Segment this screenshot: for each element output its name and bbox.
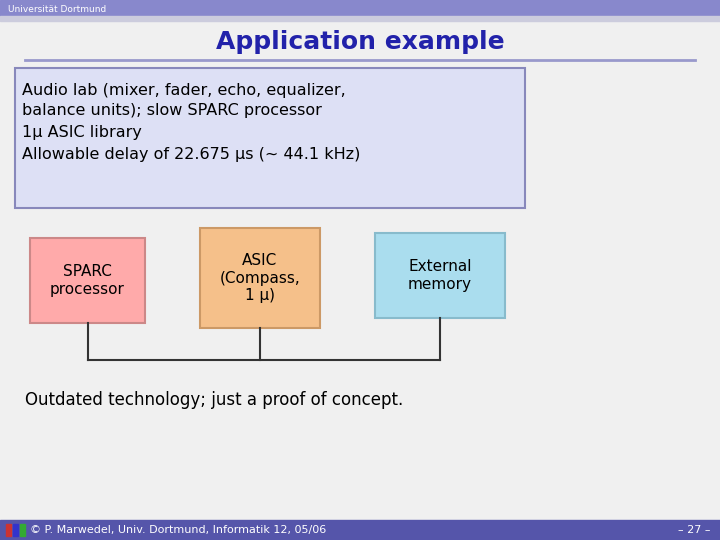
Text: © P. Marwedel, Univ. Dortmund, Informatik 12, 05/06: © P. Marwedel, Univ. Dortmund, Informati… (30, 525, 326, 535)
FancyBboxPatch shape (15, 68, 525, 208)
FancyBboxPatch shape (30, 238, 145, 323)
Text: Outdated technology; just a proof of concept.: Outdated technology; just a proof of con… (25, 391, 403, 409)
Bar (0, 520, 720, 540)
Text: balance units); slow SPARC processor: balance units); slow SPARC processor (22, 103, 322, 118)
Text: ASIC
(Compass,
1 μ): ASIC (Compass, 1 μ) (220, 253, 300, 303)
Text: Audio lab (mixer, fader, echo, equalizer,: Audio lab (mixer, fader, echo, equalizer… (22, 83, 346, 98)
Bar (6, 524, 11, 536)
FancyBboxPatch shape (200, 228, 320, 328)
Text: Universität Dortmund: Universität Dortmund (8, 4, 107, 14)
Bar (0, 0, 720, 16)
Text: External
memory: External memory (408, 259, 472, 292)
Bar (20, 524, 25, 536)
Bar (0, 16, 720, 21)
Bar (13, 524, 18, 536)
Text: SPARC
processor: SPARC processor (50, 264, 125, 296)
Text: Application example: Application example (216, 30, 504, 54)
Text: Allowable delay of 22.675 μs (~ 44.1 kHz): Allowable delay of 22.675 μs (~ 44.1 kHz… (22, 147, 361, 163)
Text: – 27 –: – 27 – (678, 525, 710, 535)
Text: 1μ ASIC library: 1μ ASIC library (22, 125, 142, 140)
FancyBboxPatch shape (375, 233, 505, 318)
